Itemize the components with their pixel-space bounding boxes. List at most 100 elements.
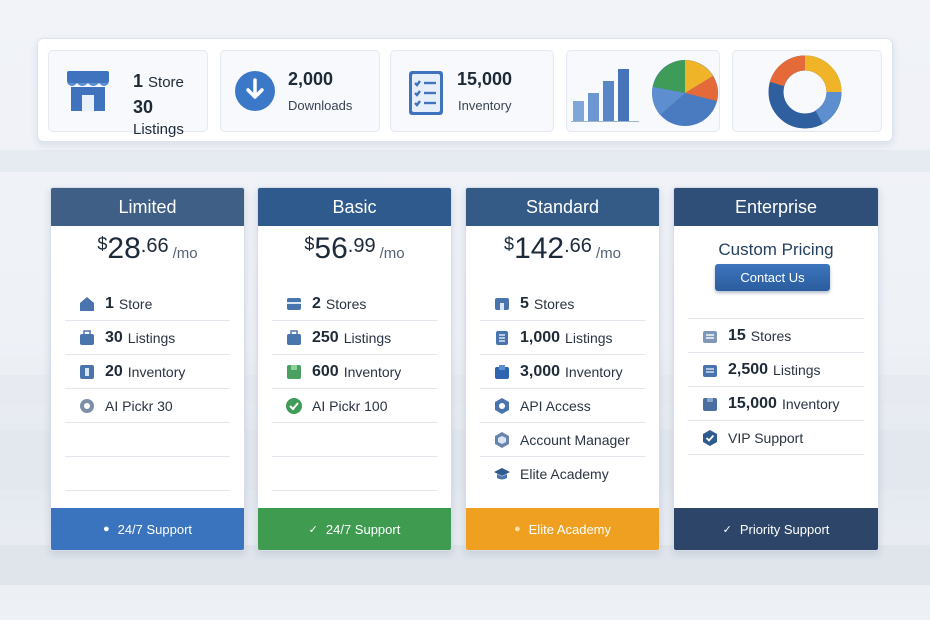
graduation-cap-icon: [494, 468, 510, 480]
briefcase-icon: [80, 329, 94, 345]
feature-item: 600 Inventory: [272, 355, 437, 389]
footer-label: Elite Academy: [528, 521, 612, 537]
plan-footer: ✓ Priority Support: [674, 508, 878, 550]
plan-title: Standard: [466, 188, 659, 226]
feature-empty-row: [65, 457, 230, 491]
donut-chart-icon: [768, 55, 842, 129]
feature-item: AI Pickr 30: [65, 389, 230, 423]
feature-empty-row: [272, 457, 437, 491]
feature-item: AI Pickr 100: [272, 389, 437, 423]
feature-item: 2,500 Listings: [688, 353, 864, 387]
stat-card-inventory: 15,000 Inventory: [390, 50, 554, 132]
stat-card-downloads: 2,000 Downloads: [220, 50, 380, 132]
store-icon: [703, 330, 717, 343]
feature-item: Account Manager: [480, 423, 645, 457]
home-icon: [80, 296, 94, 311]
feature-empty-row: [65, 423, 230, 457]
feature-item: 1 Store: [65, 287, 230, 321]
shield-icon: [495, 431, 509, 448]
feature-item: 2 Stores: [272, 287, 437, 321]
check-circle-icon: [286, 397, 302, 414]
briefcase-icon: [287, 329, 301, 345]
footer-check-icon: ✓: [722, 523, 732, 536]
price-cents: .66: [140, 235, 169, 257]
store-unit: Store: [148, 74, 184, 91]
feature-item: Elite Academy: [480, 457, 645, 491]
stats-panel: 1 Store 30 Listings 2,000 Downloads 15,0…: [37, 38, 893, 142]
shield-check-icon: [703, 429, 717, 446]
price-period: /mo: [595, 245, 621, 262]
feature-item: 20 Inventory: [65, 355, 230, 389]
pie-chart-icon: [652, 60, 718, 126]
feature-item: 15,000 Inventory: [688, 387, 864, 421]
feature-item: 3,000 Inventory: [480, 355, 645, 389]
box-icon: [287, 364, 301, 379]
store-icon: [287, 297, 301, 310]
stat-card-donut: [732, 50, 882, 132]
api-icon: [495, 397, 509, 414]
plan-price: $56.99/mo: [258, 232, 451, 266]
plan-card-limited: Limited $28.66/mo 1 Store 30 Listings 20 In…: [50, 187, 245, 551]
store-count: 1: [133, 71, 144, 91]
inventory-count: 15,000: [457, 69, 513, 89]
listing-count: 30: [133, 97, 154, 117]
price-cents: .66: [564, 235, 592, 257]
downloads-label: Downloads: [288, 98, 353, 113]
listing-icon: [496, 330, 508, 345]
inventory-label: Inventory: [458, 98, 512, 113]
background-band: [0, 150, 930, 172]
price-currency: $: [304, 234, 315, 254]
price-amount: 28: [107, 232, 141, 265]
footer-bullet-icon: ●: [513, 523, 521, 535]
plan-title: Basic: [258, 188, 451, 226]
contact-us-button[interactable]: Contact Us: [715, 264, 830, 291]
feature-item: API Access: [480, 389, 645, 423]
download-icon: [235, 71, 275, 111]
feature-item: 15 Stores: [688, 319, 864, 353]
feature-list: 5 Stores 1,000 Listings 3,000 Inventory API…: [480, 287, 645, 491]
downloads-count: 2,000: [288, 69, 334, 89]
gear-icon: [80, 398, 94, 413]
feature-item: 30 Listings: [65, 321, 230, 355]
price-period: /mo: [172, 245, 198, 262]
listing-unit: Listings: [133, 121, 184, 138]
stat-card-charts: [566, 50, 720, 132]
plan-card-enterprise: Enterprise Custom Pricing Contact Us 15 S…: [673, 187, 879, 551]
feature-item: VIP Support: [688, 421, 864, 455]
plan-footer: ● Elite Academy: [466, 508, 659, 550]
price-currency: $: [97, 234, 108, 254]
footer-check-icon: ✓: [308, 523, 318, 536]
price-cents: .99: [347, 235, 376, 257]
price-currency: $: [504, 234, 515, 254]
feature-empty-row: [272, 423, 437, 457]
box-icon: [703, 397, 717, 411]
plan-footer: ✓ 24/7 Support: [258, 508, 451, 550]
box-icon: [80, 364, 94, 379]
storefront-icon: [67, 71, 109, 111]
plan-title: Enterprise: [674, 188, 878, 226]
plan-card-standard: Standard $142.66/mo 5 Stores 1,000 Listing…: [465, 187, 660, 551]
plan-price: $28.66/mo: [51, 232, 244, 266]
feature-list: 1 Store 30 Listings 20 Inventory AI Pickr 3…: [65, 287, 230, 491]
checklist-icon: [409, 71, 443, 115]
plan-card-basic: Basic $56.99/mo 2 Stores 250 Listings 600 I…: [257, 187, 452, 551]
footer-label: Priority Support: [739, 521, 830, 537]
feature-item: 250 Listings: [272, 321, 437, 355]
plan-title: Limited: [51, 188, 244, 226]
price-period: /mo: [379, 245, 405, 262]
feature-list: 15 Stores 2,500 Listings 15,000 Inventory V…: [688, 318, 864, 455]
footer-label: 24/7 Support: [325, 521, 401, 537]
custom-pricing-title: Custom Pricing: [718, 240, 834, 259]
listing-icon: [703, 364, 717, 377]
stat-card-store: 1 Store 30 Listings: [48, 50, 208, 138]
footer-bullet-icon: ●: [102, 523, 110, 535]
plan-price: $142.66/mo: [466, 232, 659, 266]
background-band: [0, 545, 930, 585]
store-icon: [495, 297, 509, 310]
price-amount: 142: [514, 232, 565, 265]
feature-item: 5 Stores: [480, 287, 645, 321]
plan-footer: ● 24/7 Support: [51, 508, 244, 550]
bar-chart-icon: [571, 69, 639, 122]
footer-label: 24/7 Support: [117, 521, 193, 537]
feature-item: 1,000 Listings: [480, 321, 645, 355]
